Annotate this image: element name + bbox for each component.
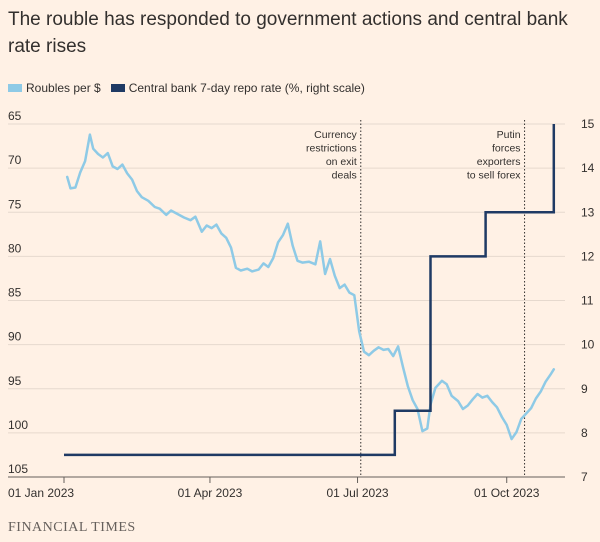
annotation-text: Currency (314, 129, 357, 141)
legend-swatch-rouble (8, 84, 22, 92)
annotation-text: restrictions (306, 143, 357, 155)
annotation-text: forces (492, 143, 521, 155)
axes: 65 70 75 80 85 90 95 100 105 15 14 13 12 11 10 9 8 7 01 Ja… (8, 109, 595, 500)
series (64, 124, 556, 457)
y-left-tick-label: 80 (8, 241, 22, 255)
series-line-repo-rate (64, 124, 556, 457)
y-left-tick-label: 65 (8, 109, 22, 123)
legend-item-repo: Central bank 7-day repo rate (%, right s… (110, 81, 365, 95)
y-right-tick-label: 13 (581, 205, 595, 219)
annotation-text: deals (332, 170, 357, 182)
legend-label-repo: Central bank 7-day repo rate (%, right s… (128, 81, 365, 95)
x-tick-label: 01 Apr 2023 (178, 486, 243, 500)
legend-swatch-repo (110, 84, 125, 92)
y-right-tick-label: 15 (581, 117, 595, 131)
y-left-tick-label: 75 (8, 197, 22, 211)
y-right-tick-label: 11 (581, 294, 594, 308)
legend-label-rouble: Roubles per $ (26, 81, 101, 95)
legend: Roubles per $ Central bank 7-day repo ra… (8, 80, 375, 96)
y-right-tick-label: 12 (581, 249, 595, 263)
y-left-tick-label: 100 (8, 418, 28, 432)
annotation-text: exporters (477, 156, 521, 168)
y-right-tick-label: 14 (581, 161, 595, 175)
series-line-roubles (65, 133, 556, 441)
legend-item-rouble: Roubles per $ (8, 81, 101, 95)
y-left-tick-label: 105 (8, 462, 28, 476)
x-tick-label: 01 Oct 2023 (474, 486, 540, 500)
annotation-text: Putin (497, 129, 521, 141)
chart-title: The rouble has responded to government a… (8, 9, 568, 57)
y-left-tick-label: 90 (8, 330, 22, 344)
source-label: FINANCIAL TIMES (8, 520, 136, 535)
y-left-tick-label: 85 (8, 286, 22, 300)
y-left-tick-label: 70 (8, 153, 22, 167)
y-right-tick-label: 7 (581, 470, 588, 484)
x-tick-label: 01 Jul 2023 (326, 486, 388, 500)
annotation-text: to sell forex (467, 170, 521, 182)
y-right-tick-label: 10 (581, 338, 595, 352)
y-right-tick-label: 8 (581, 426, 588, 440)
annotation-text: on exit (326, 156, 357, 168)
y-right-tick-label: 9 (581, 382, 588, 396)
y-left-tick-label: 95 (8, 374, 22, 388)
x-tick-label: 01 Jan 2023 (8, 486, 74, 500)
